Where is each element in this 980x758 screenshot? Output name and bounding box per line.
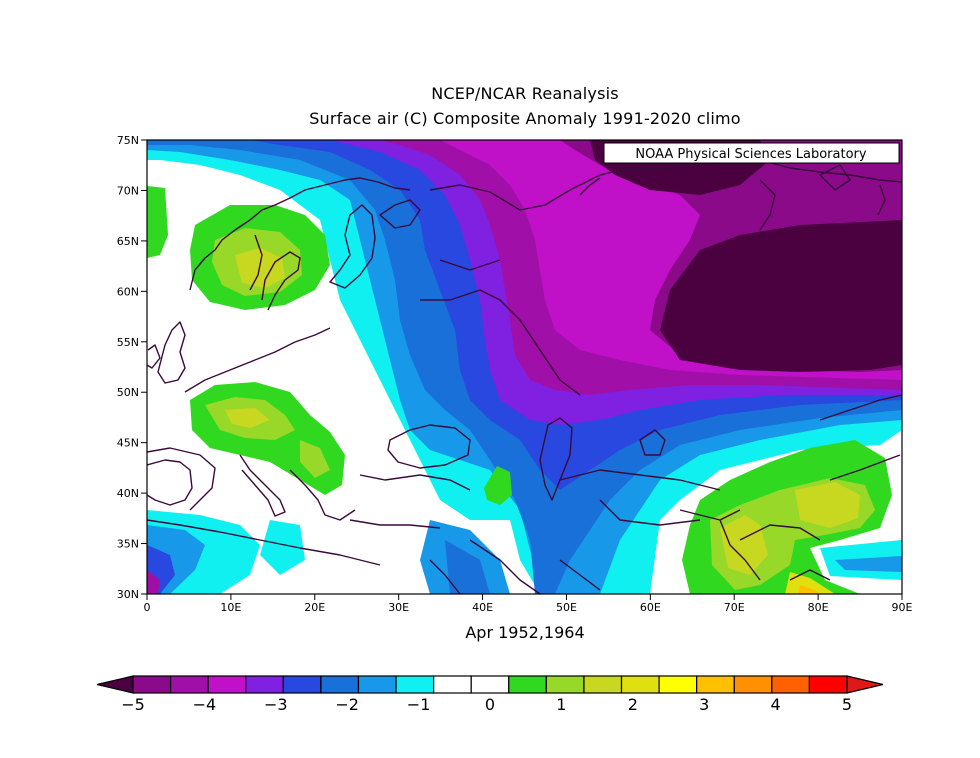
lat-tick-label: 40N [117, 487, 139, 500]
colorbar-swatch [658, 675, 698, 694]
colorbar-tick-label: 2 [628, 695, 638, 714]
lon-tick-label: 80E [808, 601, 829, 614]
lon-tick-label: 70E [724, 601, 745, 614]
colorbar-swatch [771, 675, 811, 694]
lat-tick-label: 70N [117, 184, 139, 197]
colorbar-swatch [696, 675, 735, 694]
colorbar-swatch [357, 675, 397, 694]
lon-tick-label: 30E [388, 601, 409, 614]
colorbar-swatch [470, 675, 510, 694]
anomaly-contours [147, 140, 902, 594]
period-label: Apr 1952,1964 [465, 623, 584, 642]
colorbar-tick-label: 3 [699, 695, 709, 714]
colorbar-swatch [433, 675, 472, 694]
lat-tick-label: 55N [117, 336, 139, 349]
colorbar-swatch [207, 675, 247, 694]
lon-tick-label: 40E [472, 601, 493, 614]
colorbar-swatch [808, 675, 848, 694]
colorbar-swatch [245, 675, 284, 694]
colorbar-swatch [320, 675, 360, 694]
lat-tick-label: 30N [117, 588, 139, 601]
colorbar-swatch [508, 675, 547, 694]
lon-tick-label: 50E [556, 601, 577, 614]
credit-label: NOAA Physical Sciences Laboratory [635, 147, 866, 162]
colorbar-tick-label: −3 [264, 695, 288, 714]
map-frame [146, 139, 903, 595]
colorbar-swatch [395, 675, 435, 694]
chart-title: NCEP/NCAR Reanalysis [431, 84, 619, 103]
colorbar-arrow-high [846, 675, 884, 694]
colorbar-swatch [583, 675, 623, 694]
colorbar-tick-label: 5 [842, 695, 852, 714]
lat-tick-label: 45N [117, 437, 139, 450]
longitude-axis: 0 10E 20E 30E 40E 50E 60E 70E 80E 90E [144, 594, 913, 614]
lat-tick-label: 60N [117, 285, 139, 298]
lon-tick-label: 90E [892, 601, 913, 614]
lon-tick-label: 20E [304, 601, 325, 614]
credit-box: NOAA Physical Sciences Laboratory [603, 142, 900, 164]
lat-tick-label: 35N [117, 538, 139, 551]
colorbar-tick-label: −2 [335, 695, 359, 714]
lat-tick-label: 75N [117, 134, 139, 147]
lat-tick-label: 65N [117, 235, 139, 248]
colorbar-tick-label: 1 [556, 695, 566, 714]
lon-tick-label: 10E [220, 601, 241, 614]
latitude-axis: 75N 70N 65N 60N 55N 50N 45N 40N 35N 30N [117, 134, 147, 601]
colorbar-tick-label: 0 [485, 695, 495, 714]
colorbar-tick-label: 4 [771, 695, 781, 714]
lon-tick-label: 60E [640, 601, 661, 614]
lon-tick-label: 0 [144, 601, 151, 614]
colorbar-swatch [545, 675, 585, 694]
colorbar-tick-label: −4 [193, 695, 217, 714]
colorbar-tick-label: −1 [407, 695, 431, 714]
colorbar-arrow-low [96, 675, 134, 694]
colorbar-swatch [733, 675, 773, 694]
chart-subtitle: Surface air (C) Composite Anomaly 1991-2… [309, 109, 741, 128]
colorbar: −5 −4 −3 −2 −1 0 1 2 3 4 5 [96, 675, 884, 714]
colorbar-swatch [282, 675, 322, 694]
colorbar-swatch [169, 675, 209, 694]
colorbar-swatch [620, 675, 660, 694]
colorbar-swatch [132, 675, 172, 694]
colorbar-tick-label: −5 [121, 695, 145, 714]
lat-tick-label: 50N [117, 386, 139, 399]
